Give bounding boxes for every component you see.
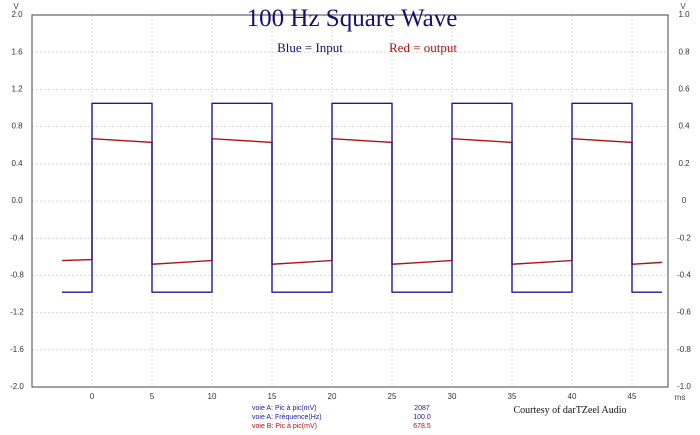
- left-tick-label: -2.0: [10, 382, 24, 391]
- left-tick-label: 0.8: [11, 122, 23, 131]
- x-tick-label: 5: [150, 392, 155, 401]
- input-trace: [62, 102, 662, 293]
- x-tick-label: 25: [388, 392, 397, 401]
- right-tick-label: 1.0: [678, 10, 690, 19]
- plot-frame: [31, 14, 669, 388]
- x-tick-label: 0: [90, 392, 95, 401]
- measurement-value: 100.0: [413, 414, 431, 421]
- x-tick-label: 20: [328, 392, 337, 401]
- right-tick-label: 0.8: [678, 47, 690, 56]
- right-tick-label: -0.2: [677, 233, 691, 242]
- left-tick-label: 1.2: [11, 85, 23, 94]
- right-axis-ticks: 1.0 0.8 0.6 0.4 0.2 0 -0.2 -0.4 -0.6 -0.8 -1.0: [677, 10, 691, 391]
- x-tick-label: 40: [568, 392, 577, 401]
- left-tick-label: 0.4: [11, 159, 23, 168]
- x-tick-label: 15: [268, 392, 277, 401]
- series-traces: [61, 102, 663, 293]
- left-tick-label: -1.2: [10, 308, 24, 317]
- measurement-label: voie A: Pic à pic(mV): [252, 405, 317, 412]
- x-tick-label: 30: [448, 392, 457, 401]
- legend-input-label: Blue = Input: [277, 40, 343, 55]
- right-tick-label: -0.8: [677, 345, 691, 354]
- right-tick-label: 0.4: [678, 122, 690, 131]
- measurement-value: 678.5: [413, 423, 431, 430]
- left-tick-label: 0.0: [11, 196, 23, 205]
- left-tick-label: -1.6: [10, 345, 24, 354]
- credit-text: Courtesy of darTZeel Audio: [513, 405, 626, 416]
- left-tick-label: 1.6: [11, 47, 23, 56]
- right-tick-label: -0.6: [677, 308, 691, 317]
- measurement-label: voie B: Pic à pic(mV): [252, 423, 317, 430]
- right-tick-label: -1.0: [677, 382, 691, 391]
- right-tick-label: 0: [682, 196, 687, 205]
- left-tick-label: -0.8: [10, 271, 24, 280]
- x-axis-unit: ms: [675, 393, 686, 402]
- measurement-value: 2087: [414, 405, 430, 412]
- right-tick-label: 0.2: [678, 159, 690, 168]
- right-axis-unit: V: [680, 2, 686, 11]
- right-tick-label: 0.6: [678, 85, 690, 94]
- left-axis-ticks: 2.0 1.6 1.2 0.8 0.4 0.0 -0.4 -0.8 -1.2 -1.6 -2.0: [10, 10, 24, 391]
- x-tick-label: 45: [628, 392, 637, 401]
- left-axis-unit: V: [13, 2, 19, 11]
- x-tick-label: 35: [508, 392, 517, 401]
- chart-title: 100 Hz Square Wave: [247, 5, 458, 32]
- legend-output-label: Red = output: [389, 40, 457, 55]
- left-tick-label: 2.0: [11, 10, 23, 19]
- x-axis-ticks: 0 5 10 15 20 25 30 35 40 45: [90, 392, 637, 401]
- right-tick-label: -0.4: [677, 271, 691, 280]
- left-tick-label: -0.4: [10, 233, 24, 242]
- measurement-label: voie A: Fréquence(Hz): [252, 414, 322, 421]
- x-tick-label: 10: [208, 392, 217, 401]
